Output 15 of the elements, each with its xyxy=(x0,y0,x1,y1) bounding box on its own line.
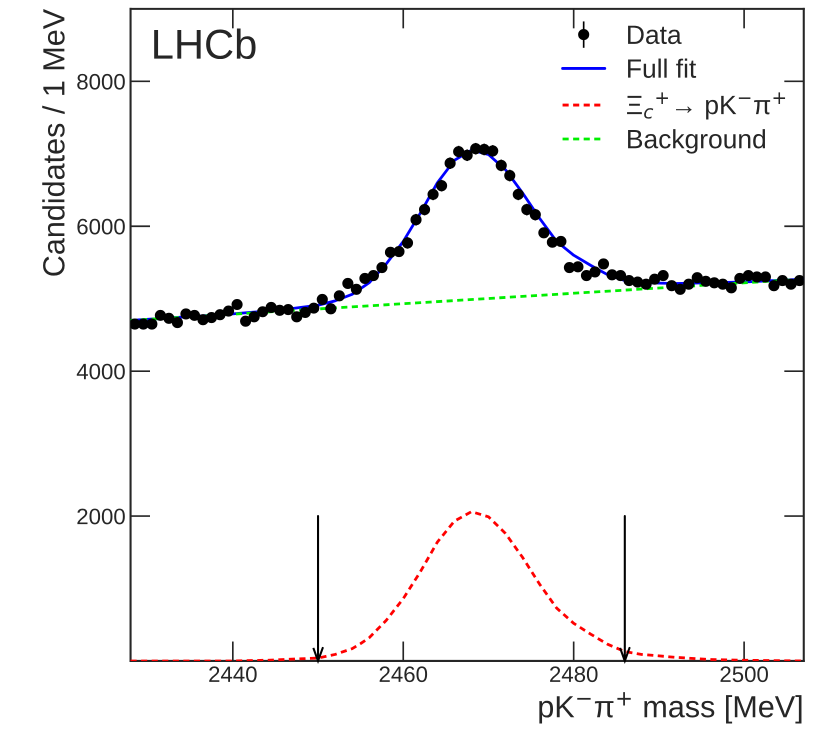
y-tick-label: 2000 xyxy=(77,508,125,524)
x-axis-title: pK$^{−}$π$^{+}$ mass [MeV] xyxy=(539,692,802,724)
y-tick-label: 6000 xyxy=(77,218,125,235)
legend-label: Background xyxy=(628,129,766,154)
x-tick-label: 2500 xyxy=(720,666,768,682)
x-tick-label: 2460 xyxy=(380,666,428,682)
y-tick-label: 8000 xyxy=(77,74,125,90)
x-tick-label: 2480 xyxy=(550,666,598,682)
legend-label: Ξ$_{c}$$^{+}$→ pK$^{−}$π$^{+}$ xyxy=(627,92,786,120)
y-axis-title: Candidates / 1 MeV xyxy=(42,9,65,276)
legend-label: Full fit xyxy=(628,58,696,78)
annotation: LHCb xyxy=(154,28,256,60)
y-tick-label: 4000 xyxy=(76,364,125,380)
legend-label: Data xyxy=(628,26,682,44)
x-tick-label: 2440 xyxy=(209,666,257,682)
